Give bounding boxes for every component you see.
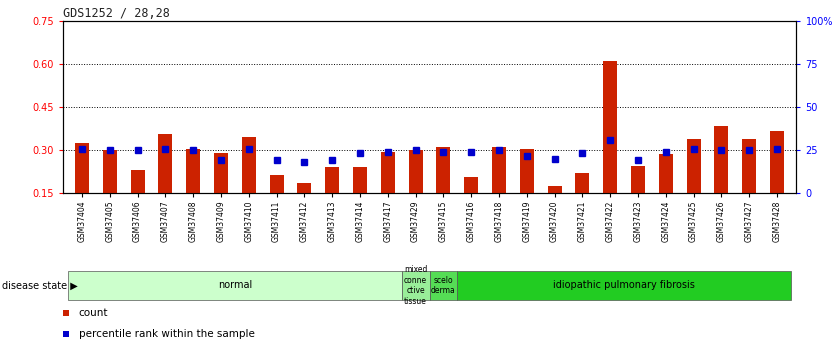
Text: disease state ▶: disease state ▶ bbox=[2, 280, 78, 290]
Text: scelo
derma: scelo derma bbox=[431, 276, 456, 295]
Bar bbox=[131, 170, 144, 193]
Text: mixed
conne
ctive
tissue: mixed conne ctive tissue bbox=[404, 265, 427, 306]
Bar bbox=[68, 271, 402, 300]
Bar bbox=[492, 147, 506, 193]
Bar bbox=[409, 150, 423, 193]
Bar bbox=[242, 137, 256, 193]
Bar bbox=[325, 167, 339, 193]
Bar bbox=[457, 271, 791, 300]
Text: idiopathic pulmonary fibrosis: idiopathic pulmonary fibrosis bbox=[553, 280, 695, 290]
Bar bbox=[353, 167, 367, 193]
Text: count: count bbox=[78, 308, 108, 318]
Bar bbox=[103, 150, 117, 193]
Bar bbox=[631, 166, 645, 193]
Bar bbox=[742, 139, 756, 193]
Bar bbox=[402, 271, 430, 300]
Bar bbox=[520, 149, 534, 193]
Bar bbox=[430, 271, 457, 300]
Bar bbox=[770, 131, 784, 193]
Bar bbox=[436, 147, 450, 193]
Bar bbox=[548, 186, 561, 193]
Bar bbox=[715, 126, 728, 193]
Bar bbox=[75, 143, 89, 193]
Bar bbox=[659, 155, 673, 193]
Bar bbox=[603, 61, 617, 193]
Bar bbox=[465, 177, 478, 193]
Bar bbox=[575, 173, 590, 193]
Bar bbox=[214, 153, 228, 193]
Bar bbox=[686, 139, 701, 193]
Bar bbox=[269, 175, 284, 193]
Text: normal: normal bbox=[218, 280, 252, 290]
Bar bbox=[186, 149, 200, 193]
Bar bbox=[381, 151, 394, 193]
Bar bbox=[298, 183, 311, 193]
Text: percentile rank within the sample: percentile rank within the sample bbox=[78, 329, 254, 339]
Text: GDS1252 / 28,28: GDS1252 / 28,28 bbox=[63, 7, 169, 20]
Bar bbox=[158, 134, 173, 193]
